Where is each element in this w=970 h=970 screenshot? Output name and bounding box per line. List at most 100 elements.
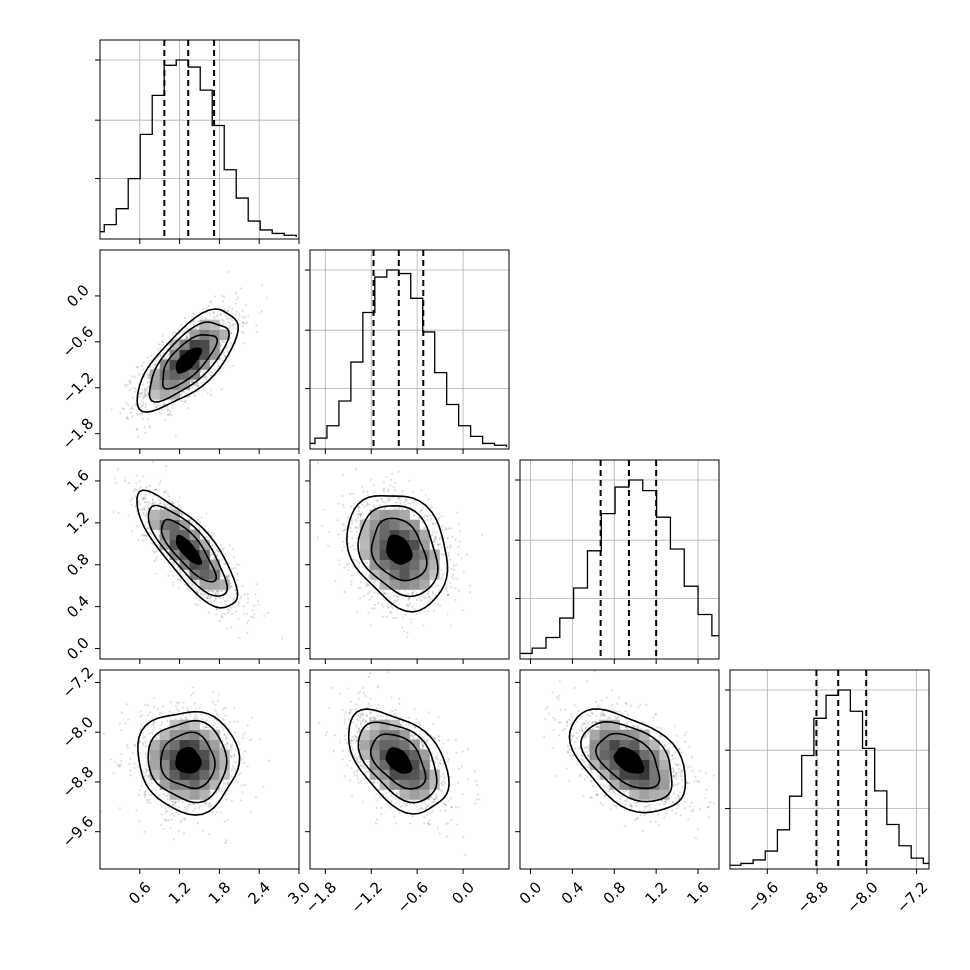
sample-point [343,566,346,569]
sample-point [428,595,431,598]
sample-point [161,334,164,338]
sample-point [129,379,132,382]
sample-point [140,404,143,408]
sample-point [376,592,380,596]
sample-point [142,508,145,512]
sample-point [432,540,436,543]
sample-point [243,593,246,596]
sample-point [430,597,434,600]
density-cell [389,569,400,580]
sample-point [177,500,180,503]
sample-point [140,365,144,368]
sample-point [254,593,257,596]
sample-point [186,337,189,340]
sample-point [144,744,147,747]
sample-point [265,296,268,299]
density-cell [409,559,420,570]
sample-point [147,526,150,530]
sample-point [350,580,353,583]
sample-point [129,407,133,410]
density-cell [369,519,381,531]
density-cell [359,549,371,560]
density-cell [169,349,180,360]
sample-point [151,499,155,502]
sample-point [397,470,400,473]
sample-point [120,711,124,714]
density-cell [399,519,410,531]
sample-point [159,507,162,510]
sample-point [238,563,241,567]
sample-point [407,502,410,505]
sample-point [397,507,400,510]
sample-point [245,631,249,635]
sample-point [128,388,132,391]
density-cell [209,579,220,590]
sample-point [370,624,373,627]
sample-point [358,561,361,564]
sample-point [199,593,203,596]
sample-point [366,561,369,564]
sample-point [131,375,134,378]
density-cell [359,529,371,540]
sample-point [193,327,196,330]
sample-point [159,479,162,482]
sample-point [205,596,208,599]
sample-point [231,567,234,570]
sample-point [126,416,129,419]
sample-point [205,376,209,379]
sample-point [144,394,147,397]
sample-point [231,307,234,311]
sample-point [231,364,234,368]
density-cell [199,359,210,370]
sample-point [120,760,123,763]
sample-point [161,341,164,344]
sample-point [209,374,213,377]
sample-point [407,604,411,607]
sample-point [144,789,148,793]
sample-point [437,543,440,546]
sample-point [174,331,177,334]
sample-point [185,335,188,338]
density-cell [389,559,400,570]
sample-point [243,783,247,787]
sample-point [448,582,451,585]
sample-point [380,498,383,501]
sample-point [141,497,144,500]
sample-point [157,506,160,509]
sample-point [152,550,155,553]
sample-point [137,435,140,438]
sample-point [124,477,127,480]
sample-point [431,592,435,595]
sample-point [144,497,147,500]
density-cell [219,329,230,340]
density-cell [169,359,180,370]
sample-point [413,608,416,611]
sample-point [157,403,160,407]
sample-point [405,498,408,501]
sample-point [241,310,244,313]
sample-point [131,404,134,408]
sample-point [195,327,198,330]
sample-point [241,321,244,324]
sample-point [196,384,199,387]
sample-point [246,622,249,625]
sample-point [141,383,145,386]
density-cell [399,569,410,580]
sample-point [207,611,211,614]
sample-point [192,320,195,323]
sample-point [154,406,157,409]
sample-point [234,302,237,305]
sample-point [453,577,456,581]
sample-point [194,383,197,386]
sample-point [146,395,149,398]
contour-line [136,308,240,414]
sample-point [192,393,195,396]
sample-point [191,521,194,524]
sample-point [372,580,376,584]
sample-point [225,575,228,579]
sample-point [184,392,187,395]
sample-point [192,379,195,383]
sample-point [368,503,371,506]
sample-point [210,553,213,556]
sample-point [142,475,145,478]
